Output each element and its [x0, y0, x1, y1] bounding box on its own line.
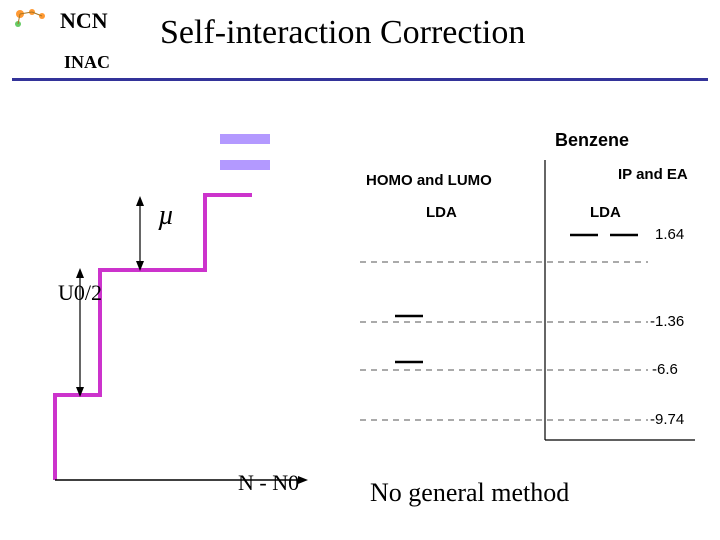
footer-text: No general method	[370, 478, 569, 508]
val-0: 1.64	[655, 226, 684, 243]
val-3: -9.74	[650, 411, 684, 428]
val-2: -6.6	[652, 361, 678, 378]
benzene-levels	[0, 0, 720, 540]
val-1: -1.36	[650, 313, 684, 330]
